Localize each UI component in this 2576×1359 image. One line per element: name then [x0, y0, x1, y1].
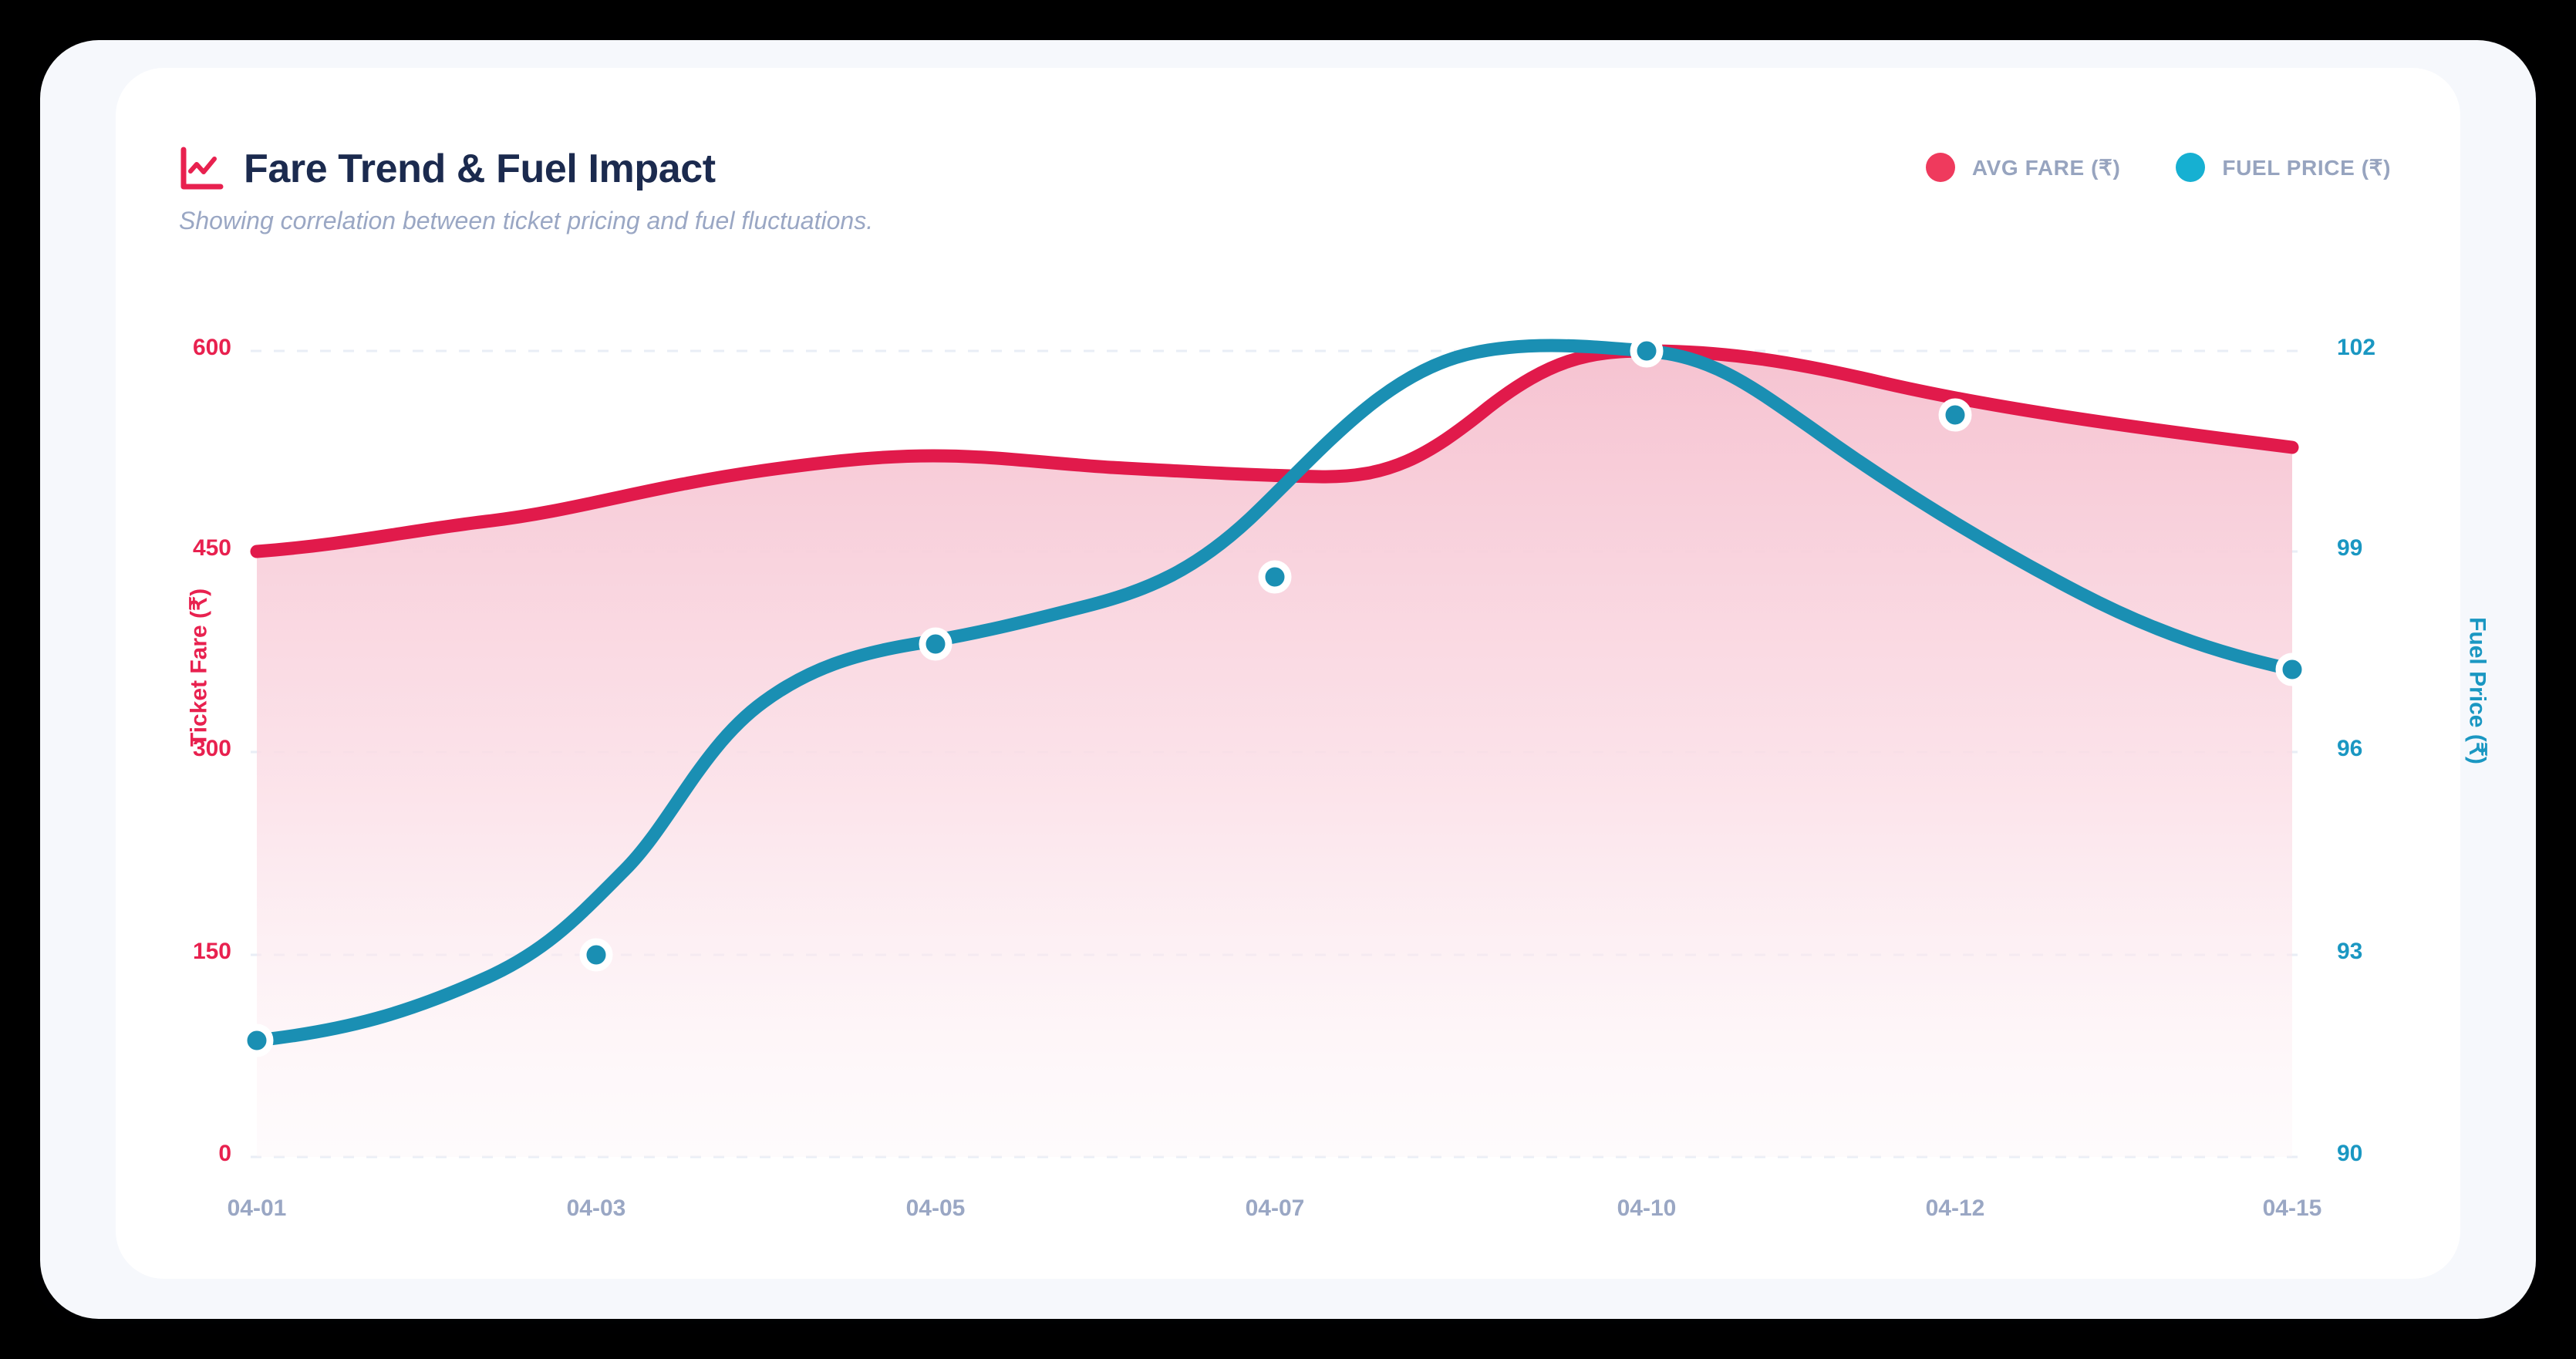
right-axis-label: Fuel Price (₹) — [2464, 617, 2490, 764]
x-axis-tick: 04-07 — [1245, 1195, 1305, 1221]
fuel-price-markers — [240, 334, 2309, 1057]
x-axis-tick: 04-12 — [1925, 1195, 1985, 1221]
right-axis-tick: 102 — [2337, 335, 2376, 360]
right-axis-tick: 96 — [2337, 736, 2363, 761]
page-title: Fare Trend & Fuel Impact — [244, 147, 716, 191]
fare-line — [250, 344, 2299, 558]
legend-dot-icon — [2176, 153, 2206, 182]
card-header: Fare Trend & Fuel Impact Showing correla… — [177, 145, 2399, 268]
right-axis-tick: 90 — [2337, 1141, 2363, 1166]
chart-legend: AVG FARE (₹) FUEL PRICE (₹) — [1925, 153, 2391, 182]
right-axis-tick: 99 — [2337, 535, 2363, 561]
legend-item-fuel-price[interactable]: FUEL PRICE (₹) — [2176, 153, 2391, 182]
legend-item-avg-fare[interactable]: AVG FARE (₹) — [1925, 153, 2121, 182]
x-axis-tick: 04-15 — [2262, 1195, 2322, 1221]
fuel-price-line — [250, 339, 2299, 1047]
left-axis-label: Ticket Fare (₹) — [186, 588, 212, 747]
legend-label: AVG FARE (₹) — [1971, 155, 2121, 180]
left-axis-tick: 300 — [192, 736, 231, 761]
chart-canvas — [240, 334, 2309, 1158]
legend-dot-icon — [1925, 153, 1955, 182]
x-axis-tick: 04-03 — [566, 1195, 626, 1221]
chart-card: Fare Trend & Fuel Impact Showing correla… — [116, 68, 2490, 1279]
line-chart-icon — [180, 147, 224, 190]
card-subtitle: Showing correlation between ticket prici… — [179, 207, 874, 234]
title-row: Fare Trend & Fuel Impact — [177, 145, 2399, 193]
right-axis-tick: 93 — [2337, 939, 2363, 964]
fare-area-fill — [257, 351, 2292, 1157]
left-axis-tick: 0 — [218, 1141, 231, 1166]
x-axis-tick: 04-05 — [905, 1195, 966, 1221]
plot-area: 600 450 300 150 0 102 99 96 93 90 04-01 … — [116, 68, 2490, 1279]
x-axis-tick: 04-01 — [227, 1195, 287, 1221]
left-axis-tick: 600 — [192, 335, 231, 360]
x-axis-tick: 04-10 — [1617, 1195, 1677, 1221]
left-axis-tick: 450 — [192, 535, 231, 561]
left-axis-tick: 150 — [192, 939, 231, 964]
legend-label: FUEL PRICE (₹) — [2222, 155, 2391, 180]
